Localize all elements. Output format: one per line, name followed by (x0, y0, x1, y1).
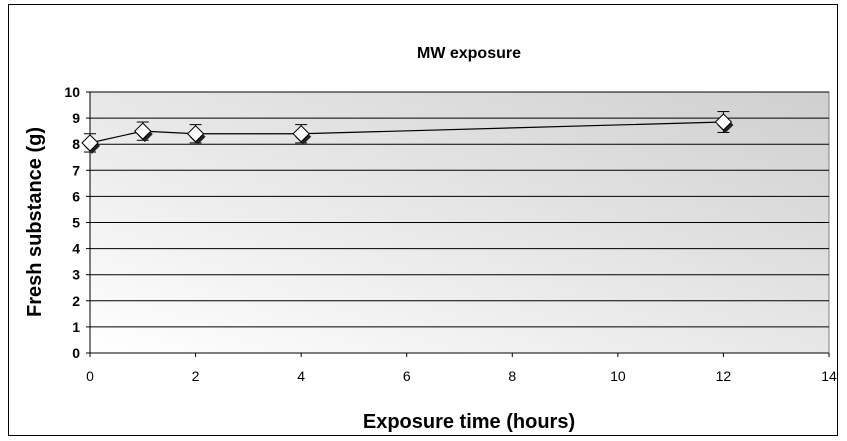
y-tick-label: 4 (72, 241, 80, 257)
x-tick-label: 12 (716, 368, 732, 384)
x-tick-label: 4 (297, 368, 305, 384)
x-tick-label: 14 (821, 368, 837, 384)
x-tick-label: 2 (192, 368, 200, 384)
x-tick-label: 10 (610, 368, 626, 384)
data-point (714, 113, 733, 131)
y-tick-label: 6 (72, 188, 80, 204)
y-tick-label: 3 (72, 267, 80, 283)
data-point (81, 134, 99, 152)
y-tick-label: 5 (72, 215, 80, 231)
y-tick-label: 9 (72, 110, 80, 126)
data-point (134, 122, 152, 140)
y-axis-title: Fresh substance (g) (24, 127, 46, 317)
chart-title: MW exposure (417, 45, 521, 62)
x-tick-label: 0 (86, 368, 94, 384)
y-tick-label: 0 (72, 345, 80, 361)
data-point (186, 125, 205, 143)
y-tick-label: 7 (72, 162, 80, 178)
y-tick-label: 1 (72, 319, 80, 335)
y-tick-label: 8 (72, 136, 80, 152)
y-tick-label: 10 (64, 84, 80, 100)
y-tick-label: 2 (72, 293, 80, 309)
x-axis-title: Exposure time (hours) (363, 411, 575, 433)
x-tick-label: 6 (403, 368, 411, 384)
data-point (292, 125, 310, 143)
x-tick-label: 8 (508, 368, 516, 384)
